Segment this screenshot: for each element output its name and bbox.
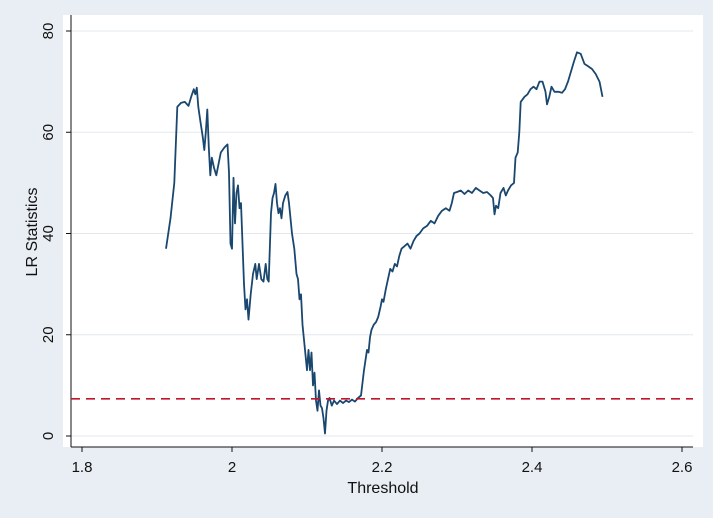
x-tick-label: 2.6 [672,459,693,476]
y-tick-label: 60 [40,124,57,141]
gridlines [71,30,693,437]
x-tick-label: 1.8 [72,459,93,476]
x-tick-label: 2 [228,459,236,476]
y-tick-label: 0 [40,432,57,440]
y-axis-title: LR Statistics [24,188,41,277]
lr-statistics-series-line [165,51,604,435]
y-tick-label: 80 [40,23,57,40]
y-tick-label: 20 [40,326,57,343]
x-axis-title: Threshold [347,480,418,497]
x-tick-label: 2.2 [372,459,393,476]
y-axis-ticks: 0 20 40 60 80 [40,23,71,440]
y-tick-label: 40 [40,225,57,242]
series-group [165,51,604,435]
x-tick-label: 2.4 [522,459,543,476]
x-axis-ticks: 1.8 2 2.2 2.4 2.6 [72,447,693,476]
plot-area [63,15,703,447]
